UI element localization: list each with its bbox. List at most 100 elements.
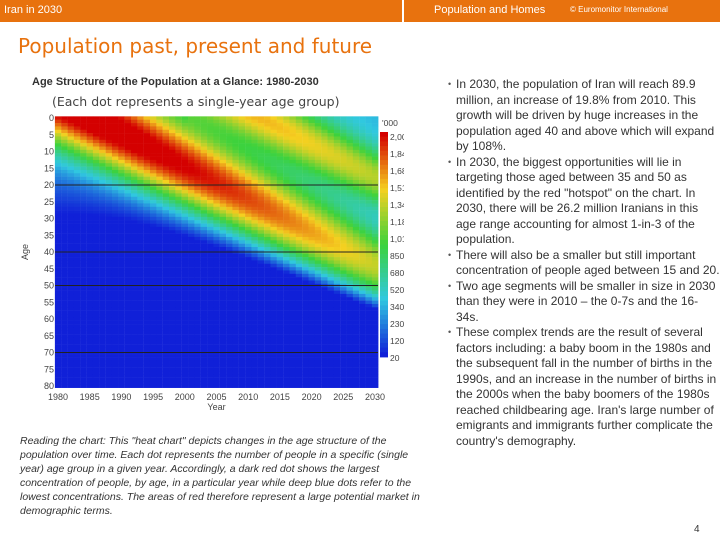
heat-cell [61, 344, 68, 348]
heat-cell [105, 367, 113, 372]
heat-cell [73, 367, 81, 372]
heat-cell [118, 290, 125, 295]
slide-title: Population past, present and future [18, 34, 373, 58]
heat-cell [143, 126, 151, 131]
heat-cell [124, 133, 132, 137]
heat-cell [327, 116, 335, 120]
heat-cell [219, 317, 227, 321]
heat-cell [232, 337, 239, 342]
heat-cell [124, 126, 132, 131]
heat-cell [175, 384, 182, 388]
heat-cell [321, 344, 328, 348]
heat-cell [295, 123, 303, 127]
heat-cell [162, 233, 170, 238]
heat-cell [289, 220, 296, 224]
heat-cell [289, 129, 296, 134]
heat-cell [251, 270, 258, 275]
heat-cell [149, 176, 157, 181]
heat-cell [156, 364, 163, 368]
heat-cell [346, 206, 354, 211]
heat-cell [346, 320, 354, 325]
heat-cell [257, 257, 265, 261]
heat-cell [251, 300, 258, 305]
heat-cell [245, 186, 252, 191]
heat-cell [181, 347, 189, 352]
heat-cell [346, 287, 354, 291]
heat-cell [321, 146, 328, 151]
heat-cell [352, 220, 360, 224]
heat-cell [67, 270, 75, 275]
heat-cell [346, 347, 354, 352]
heat-cell [302, 324, 309, 328]
heat-cell [54, 310, 62, 315]
heat-cell [54, 263, 62, 268]
heat-cell [169, 307, 176, 311]
heat-cell [73, 169, 81, 174]
heat-cell [99, 146, 106, 151]
heat-cell [181, 226, 189, 231]
heat-cell [73, 280, 81, 285]
x-tick-label: 2020 [302, 392, 322, 402]
heat-cell [80, 273, 87, 278]
heat-cell [194, 163, 201, 167]
heat-cell [245, 287, 252, 291]
heat-cell [251, 307, 258, 311]
heat-cell [137, 159, 144, 164]
heat-cell [314, 287, 322, 291]
heat-cell [365, 367, 373, 372]
heat-cell [67, 310, 75, 315]
heat-cell [276, 149, 284, 154]
heat-cell [149, 327, 157, 332]
heat-cell [124, 216, 132, 221]
heat-cell [130, 119, 138, 124]
heat-cell [264, 166, 271, 171]
heat-cell [80, 327, 87, 332]
heat-cell [333, 300, 341, 305]
heat-cell [219, 270, 227, 275]
heat-cell [308, 226, 316, 231]
heat-cell [61, 253, 68, 258]
heat-cell [80, 176, 87, 181]
heat-cell [156, 236, 163, 241]
heat-cell [105, 243, 113, 248]
heat-cell [111, 247, 119, 251]
heat-cell [321, 226, 328, 231]
heat-cell [54, 384, 62, 388]
heat-cell [130, 273, 138, 278]
heat-cell [270, 210, 277, 214]
heat-cell [213, 270, 220, 275]
heat-cell [111, 360, 119, 365]
heat-cell [67, 133, 75, 137]
heat-cell [130, 166, 138, 171]
heat-cell [194, 340, 201, 345]
heat-cell [314, 133, 322, 137]
heat-cell [270, 324, 277, 328]
heat-cell [321, 354, 328, 358]
heat-cell [92, 357, 100, 362]
heat-cell [137, 163, 144, 167]
heat-cell [276, 287, 284, 291]
heat-cell [264, 206, 271, 211]
heat-cell [137, 367, 144, 372]
heat-cell [130, 324, 138, 328]
heat-cell [143, 344, 151, 348]
heat-cell [245, 226, 252, 231]
heat-cell [73, 206, 81, 211]
heat-cell [352, 116, 360, 120]
heat-cell [359, 159, 366, 164]
heat-cell [207, 370, 214, 375]
heat-cell [289, 196, 296, 201]
heat-cell [99, 119, 106, 124]
heat-cell [302, 116, 309, 120]
heat-cell [61, 206, 68, 211]
heat-cell [156, 200, 163, 204]
heat-cell [92, 119, 100, 124]
heat-cell [219, 180, 227, 184]
heat-cell [124, 364, 132, 368]
heat-cell [308, 277, 316, 281]
heat-cell [213, 210, 220, 214]
heat-cell [118, 126, 125, 131]
heat-cell [264, 129, 271, 134]
heat-cell [200, 377, 208, 382]
heat-cell [200, 123, 208, 127]
